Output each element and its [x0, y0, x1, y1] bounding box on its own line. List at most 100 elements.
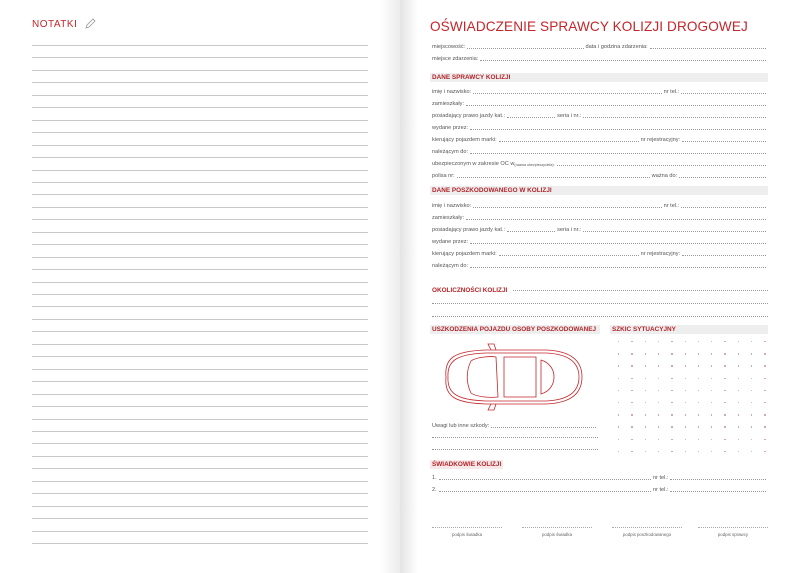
note-line[interactable]	[32, 132, 368, 134]
grid-dot	[671, 438, 673, 440]
field-line	[456, 177, 650, 178]
note-line[interactable]	[32, 343, 368, 345]
circumstances-line[interactable]	[513, 290, 768, 291]
note-line[interactable]	[32, 493, 368, 495]
form-row[interactable]: ubezpieczonym w zakresie OC w (nazwa ubez…	[432, 159, 768, 167]
grid-dot	[737, 414, 740, 416]
witness-row[interactable]: 1. nr tel.:	[432, 473, 768, 481]
note-line[interactable]	[32, 231, 368, 233]
form-row[interactable]: posiadający prawo jazdy kat.: seria i nr.…	[432, 111, 768, 119]
form-row[interactable]: imię i nazwisko: nr tel.:	[432, 201, 768, 209]
form-row[interactable]: należącym do:	[432, 147, 768, 155]
grid-dot	[724, 341, 726, 343]
note-line[interactable]	[32, 45, 368, 46]
grid-dot	[711, 426, 713, 428]
note-line[interactable]	[32, 480, 368, 482]
grid-dot	[671, 414, 673, 416]
grid-dot	[751, 353, 753, 355]
note-line[interactable]	[32, 169, 368, 171]
note-line[interactable]	[32, 194, 368, 196]
note-line[interactable]	[32, 306, 368, 308]
form-row[interactable]: wydane przez:	[432, 237, 768, 245]
grid-dot	[737, 426, 740, 428]
note-line[interactable]	[32, 269, 368, 271]
note-line[interactable]	[32, 294, 368, 295]
note-line[interactable]	[32, 468, 368, 470]
signature-witness-2[interactable]: podpis świadka	[522, 527, 592, 537]
field-line	[679, 177, 766, 178]
remarks-line[interactable]	[432, 449, 598, 450]
form-row[interactable]: zamieszkały:	[432, 213, 768, 221]
note-line[interactable]	[32, 318, 368, 320]
note-line[interactable]	[32, 381, 368, 383]
grid-dot	[697, 389, 700, 392]
signature-witness-1[interactable]: podpis świadka	[432, 527, 502, 537]
note-line[interactable]	[32, 244, 368, 246]
note-line[interactable]	[32, 443, 368, 445]
note-line[interactable]	[32, 356, 368, 358]
note-line[interactable]	[32, 368, 368, 370]
circumstances-line[interactable]	[432, 303, 768, 304]
note-line[interactable]	[32, 418, 368, 420]
pencil-icon	[85, 18, 96, 29]
grid-dot	[737, 389, 740, 392]
field-line	[682, 255, 766, 256]
form-row[interactable]: polisa nr: ważna do:	[432, 171, 768, 179]
remarks-row[interactable]: Uwagi lub inne szkody:	[432, 421, 598, 429]
grid-dot	[711, 450, 713, 453]
grid-dot	[751, 426, 753, 428]
note-line[interactable]	[32, 455, 368, 457]
note-line[interactable]	[32, 406, 368, 408]
grid-dot	[737, 365, 740, 367]
form-row[interactable]: imię i nazwisko: nr tel.:	[432, 87, 768, 95]
note-line[interactable]	[32, 505, 368, 507]
grid-dot	[644, 341, 646, 343]
grid-dot	[697, 365, 700, 367]
note-line[interactable]	[32, 530, 368, 532]
note-line[interactable]	[32, 94, 368, 96]
note-line[interactable]	[32, 219, 368, 221]
form-row[interactable]: kierujący pojazdem marki: nr rejestracyjn…	[432, 135, 768, 143]
note-line[interactable]	[32, 144, 368, 146]
witness-row[interactable]: 2. nr tel.:	[432, 485, 768, 493]
grid-dot	[737, 377, 740, 379]
note-line[interactable]	[32, 119, 368, 121]
note-line[interactable]	[32, 256, 368, 258]
note-line[interactable]	[32, 206, 368, 208]
circumstances-line[interactable]	[432, 316, 768, 317]
car-diagram[interactable]	[436, 343, 586, 411]
field-label: zamieszkały:	[432, 215, 465, 221]
signature-perpetrator[interactable]: podpis sprawcy	[698, 527, 768, 537]
note-line[interactable]	[32, 69, 368, 71]
remarks-line[interactable]	[432, 437, 598, 438]
damage-sketch-headers: USZKODZENIA POJAZDU OSOBY POSZKODOWANEJ …	[430, 325, 768, 334]
form-row[interactable]: zamieszkały:	[432, 99, 768, 107]
grid-dot	[697, 402, 700, 404]
grid-dot	[764, 450, 766, 453]
grid-dot	[711, 365, 713, 367]
note-line[interactable]	[32, 281, 368, 283]
note-line[interactable]	[32, 181, 368, 183]
form-row[interactable]: należącym do:	[432, 261, 768, 269]
grid-dot	[644, 426, 646, 428]
grid-dot	[751, 402, 753, 404]
place-row[interactable]: miejscowość: data i godzina zdarzenia:	[432, 42, 768, 50]
location-row[interactable]: miejsce zdarzenia:	[432, 54, 768, 62]
form-row[interactable]: kierujący pojazdem marki: nr rejestracyjn…	[432, 249, 768, 257]
grid-dot	[671, 353, 673, 355]
grid-dot	[657, 438, 660, 440]
note-line[interactable]	[32, 57, 368, 59]
note-line[interactable]	[32, 82, 368, 84]
grid-dot	[764, 426, 766, 428]
form-row[interactable]: wydane przez:	[432, 123, 768, 131]
note-line[interactable]	[32, 430, 368, 432]
note-line[interactable]	[32, 157, 368, 159]
note-line[interactable]	[32, 393, 368, 395]
grid-dot	[684, 389, 686, 392]
signature-victim[interactable]: podpis poszkodowanego	[612, 527, 682, 537]
note-line[interactable]	[32, 518, 368, 520]
form-row[interactable]: posiadający prawo jazdy kat.: seria i nr.…	[432, 225, 768, 233]
note-line[interactable]	[32, 107, 368, 109]
note-line[interactable]	[32, 331, 368, 333]
note-line[interactable]	[32, 543, 368, 544]
